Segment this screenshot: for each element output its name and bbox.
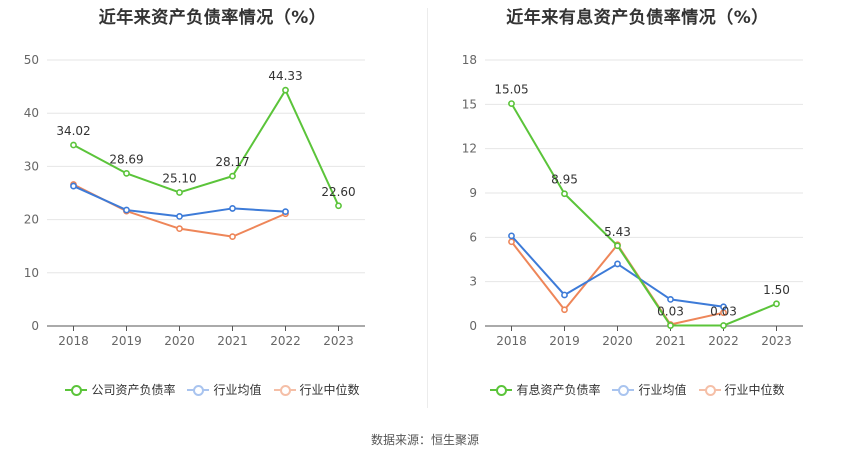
data-point <box>614 242 621 250</box>
legend: 公司资产负债率 行业均值 行业中位数 <box>0 381 425 398</box>
data-point <box>508 100 515 107</box>
data-point <box>176 225 183 233</box>
data-label: 25.10 <box>162 171 196 185</box>
line-chart-interest-liability: 0 3 6 9 12 15 18 2018 2019 2020 2021 2022 2023 15.05 8… <box>462 53 803 348</box>
data-point <box>614 260 621 268</box>
y-tick-label: 0 <box>469 319 477 333</box>
x-tick-label: 2020 <box>602 334 633 348</box>
y-tick-label: 40 <box>24 106 39 120</box>
data-label: 8.95 <box>551 173 578 187</box>
y-tick-label: 3 <box>469 275 477 289</box>
data-point <box>282 208 289 216</box>
series-line-0 <box>510 103 777 327</box>
data-point <box>70 182 77 190</box>
legend-marker-icon <box>612 384 635 396</box>
data-point <box>176 189 183 196</box>
legend-label: 公司资产负债率 <box>91 383 176 397</box>
series-line-0 <box>73 89 340 207</box>
series-line-2 <box>510 241 724 326</box>
x-tick-label: 2018 <box>58 334 89 348</box>
data-point <box>70 141 77 149</box>
data-label: 1.50 <box>763 283 790 297</box>
x-tick-label: 2018 <box>496 334 527 348</box>
legend-item-industry-mean[interactable]: 行业均值 <box>612 381 687 398</box>
data-point <box>229 233 236 241</box>
legend-marker-icon <box>490 384 513 396</box>
x-tick-label: 2022 <box>708 334 739 348</box>
data-label: 5.43 <box>604 225 631 239</box>
legend-label: 行业均值 <box>638 383 687 397</box>
line-chart-asset-liability: 0 10 20 30 40 50 2018 2019 2020 2021 2022 2023 34.02… <box>24 53 365 348</box>
x-tick-label: 2023 <box>761 334 792 348</box>
x-tick-label: 2021 <box>217 334 248 348</box>
legend-item-industry-median[interactable]: 行业中位数 <box>273 381 360 398</box>
data-point <box>508 238 515 246</box>
data-point <box>229 205 236 212</box>
data-point <box>176 213 183 220</box>
chart-panel-asset-liability: 近年来资产负债率情况（%） 0 10 20 30 40 50 2018 2019 2020 202… <box>0 0 425 420</box>
legend: 有息资产负债率 行业均值 行业中位数 <box>425 381 850 398</box>
y-tick-label: 30 <box>24 159 39 173</box>
y-tick-label: 6 <box>469 230 477 244</box>
y-tick-label: 9 <box>469 186 477 200</box>
data-label: 44.33 <box>268 69 302 83</box>
data-source: 数据来源：恒生聚源 <box>370 433 479 447</box>
chart-title: 近年来资产负债率情况（%） <box>98 8 327 28</box>
panel-divider <box>427 8 428 408</box>
legend-label: 有息资产负债率 <box>516 383 601 397</box>
data-label: 22.60 <box>321 185 355 199</box>
x-tick-label: 2020 <box>164 334 195 348</box>
data-point <box>123 169 130 177</box>
y-tick-label: 12 <box>462 142 477 156</box>
y-tick-label: 15 <box>462 97 477 111</box>
data-label: 0.03 <box>710 305 737 319</box>
legend-marker-icon <box>65 384 88 396</box>
x-tick-label: 2021 <box>655 334 686 348</box>
data-point <box>508 232 515 240</box>
legend-item-interest-liability[interactable]: 有息资产负债率 <box>490 381 600 398</box>
chart-title: 近年来有息资产负债率情况（%） <box>506 8 769 28</box>
data-point <box>561 190 568 198</box>
data-point <box>561 291 568 299</box>
x-tick-label: 2019 <box>111 334 142 348</box>
data-point <box>229 172 236 180</box>
legend-item-company[interactable]: 公司资产负债率 <box>65 381 175 398</box>
x-tick-label: 2022 <box>270 334 301 348</box>
data-point <box>720 303 727 311</box>
y-tick-label: 10 <box>24 266 39 280</box>
data-label: 15.05 <box>494 83 528 97</box>
data-label: 34.02 <box>56 124 90 138</box>
data-label: 28.69 <box>109 152 143 166</box>
data-point <box>667 322 674 329</box>
data-point <box>561 306 568 314</box>
legend-label: 行业中位数 <box>299 383 360 397</box>
x-tick-label: 2019 <box>549 334 580 348</box>
y-tick-label: 0 <box>31 319 39 333</box>
legend-marker-icon <box>273 384 296 396</box>
x-tick-label: 2023 <box>323 334 354 348</box>
data-label: 28.17 <box>215 155 249 169</box>
data-point <box>773 300 780 308</box>
y-tick-label: 50 <box>24 53 39 67</box>
data-label: 0.03 <box>657 305 684 319</box>
legend-marker-icon <box>187 384 210 396</box>
legend-item-industry-mean[interactable]: 行业均值 <box>187 381 262 398</box>
y-tick-label: 20 <box>24 213 39 227</box>
data-point <box>335 202 342 210</box>
legend-item-industry-median[interactable]: 行业中位数 <box>698 381 785 398</box>
chart-panel-interest-liability: 近年来有息资产负债率情况（%） 0 3 6 9 12 15 18 2018 2019 2020 20… <box>425 0 850 420</box>
legend-marker-icon <box>698 384 721 396</box>
data-point <box>720 322 727 329</box>
data-point <box>123 206 130 214</box>
legend-label: 行业均值 <box>213 383 262 397</box>
data-point <box>667 295 674 303</box>
y-tick-label: 18 <box>462 53 477 67</box>
data-point <box>282 86 289 94</box>
legend-label: 行业中位数 <box>724 383 785 397</box>
